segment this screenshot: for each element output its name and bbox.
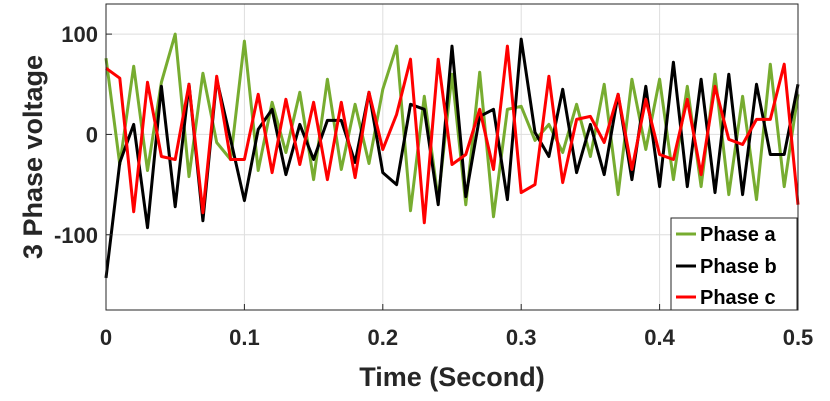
- legend: Phase a Phase b Phase c: [670, 217, 798, 311]
- y-tick-label: 0: [86, 122, 98, 147]
- legend-label-phase-c: Phase c: [700, 287, 776, 309]
- y-tick-labels: 100 0 -100: [54, 22, 112, 248]
- legend-label-phase-a: Phase a: [700, 224, 776, 246]
- x-tick-label: 0.2: [368, 325, 399, 350]
- x-tick-label: 0.1: [229, 325, 260, 350]
- plot-frame: [105, 3, 799, 311]
- series-layer: [104, 32, 800, 279]
- x-tick-labels: 0 0.1 0.2 0.3 0.4 0.5: [100, 304, 813, 350]
- x-tick-label: 0.4: [644, 325, 675, 350]
- x-axis-label: Time (Second): [359, 362, 545, 392]
- legend-label-phase-b: Phase b: [700, 256, 777, 278]
- y-tick-label: 100: [61, 22, 98, 47]
- y-tick-label: -100: [54, 223, 98, 248]
- series-line-phase-c: [105, 44, 800, 225]
- x-tick-label: 0.3: [506, 325, 537, 350]
- x-tick-label: 0: [100, 325, 112, 350]
- y-axis-label: 3 Phase voltage: [18, 55, 48, 259]
- x-tick-label: 0.5: [783, 325, 814, 350]
